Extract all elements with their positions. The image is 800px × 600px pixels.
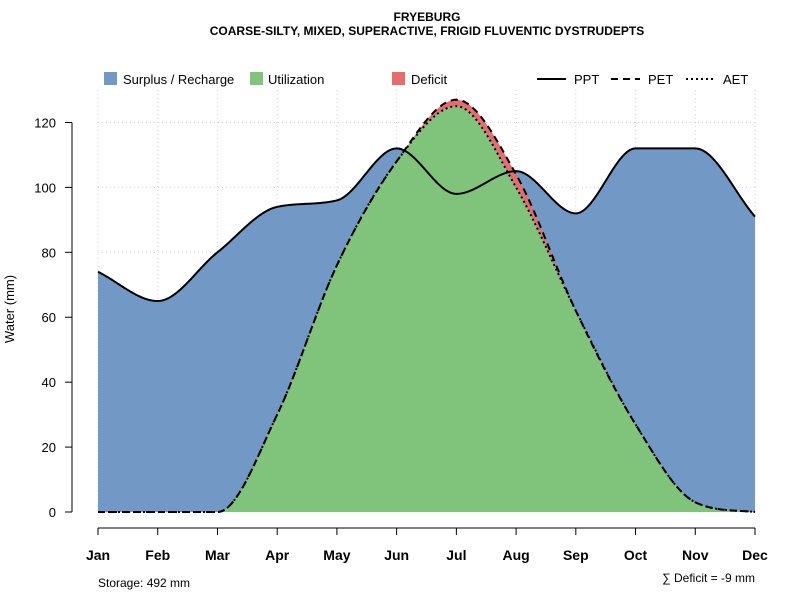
y-tick-label: 20 xyxy=(42,440,56,455)
x-tick-label-sep: Sep xyxy=(563,547,589,563)
y-tick-label: 60 xyxy=(42,310,56,325)
chart-subtitle: COARSE-SILTY, MIXED, SUPERACTIVE, FRIGID… xyxy=(210,24,644,38)
y-tick-label: 120 xyxy=(34,115,56,130)
y-axis-label: Water (mm) xyxy=(2,275,17,343)
legend-swatch-utilization xyxy=(250,72,263,85)
x-tick-label-feb: Feb xyxy=(145,547,170,563)
x-tick-label-dec: Dec xyxy=(742,547,768,563)
x-tick-label-jul: Jul xyxy=(446,547,466,563)
x-tick-label-aug: Aug xyxy=(502,547,529,563)
legend: Surplus / Recharge Utilization Deficit P… xyxy=(104,72,748,87)
y-tick-label: 100 xyxy=(34,180,56,195)
x-tick-label-jun: Jun xyxy=(384,547,409,563)
legend-swatch-deficit xyxy=(392,72,405,85)
legend-label-surplus: Surplus / Recharge xyxy=(123,72,234,87)
series-line-ppt xyxy=(97,147,756,302)
series-line-aet xyxy=(98,105,756,513)
y-tick-label: 40 xyxy=(42,375,56,390)
x-tick-label-jan: Jan xyxy=(86,547,110,563)
chart-title: FRYEBURG xyxy=(394,10,461,24)
axes: 0 20 40 60 80 100 120 Jan Feb Mar Apr May Jun Jul Aug S… xyxy=(34,115,768,563)
legend-label-utilization: Utilization xyxy=(268,72,324,87)
x-tick-label-mar: Mar xyxy=(205,547,230,563)
x-tick-label-may: May xyxy=(323,547,350,563)
y-tick-label: 0 xyxy=(49,505,56,520)
legend-label-aet: AET xyxy=(723,72,748,87)
storage-annotation: Storage: 492 mm xyxy=(98,576,190,590)
legend-label-pet: PET xyxy=(648,72,673,87)
legend-swatch-surplus xyxy=(104,72,117,85)
legend-label-deficit: Deficit xyxy=(411,72,448,87)
x-tick-label-apr: Apr xyxy=(265,547,290,563)
deficit-annotation: ∑ Deficit = -9 mm xyxy=(662,571,755,585)
series-line-pet xyxy=(98,98,756,513)
y-tick-label: 80 xyxy=(42,245,56,260)
x-tick-label-oct: Oct xyxy=(624,547,648,563)
area-fills xyxy=(98,99,755,513)
series-lines xyxy=(97,98,756,513)
utilization-area xyxy=(98,106,755,512)
x-tick-label-nov: Nov xyxy=(682,547,709,563)
legend-label-ppt: PPT xyxy=(574,72,599,87)
